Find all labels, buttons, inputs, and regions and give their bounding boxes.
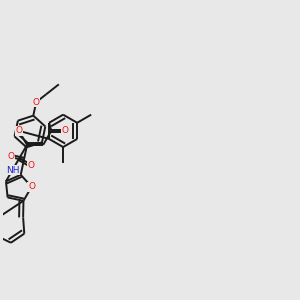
Text: NH: NH	[6, 166, 19, 175]
Text: O: O	[61, 126, 68, 135]
Text: O: O	[28, 182, 35, 191]
Text: O: O	[27, 161, 34, 170]
Text: O: O	[15, 126, 22, 135]
Text: O: O	[33, 98, 40, 107]
Text: O: O	[7, 152, 14, 160]
